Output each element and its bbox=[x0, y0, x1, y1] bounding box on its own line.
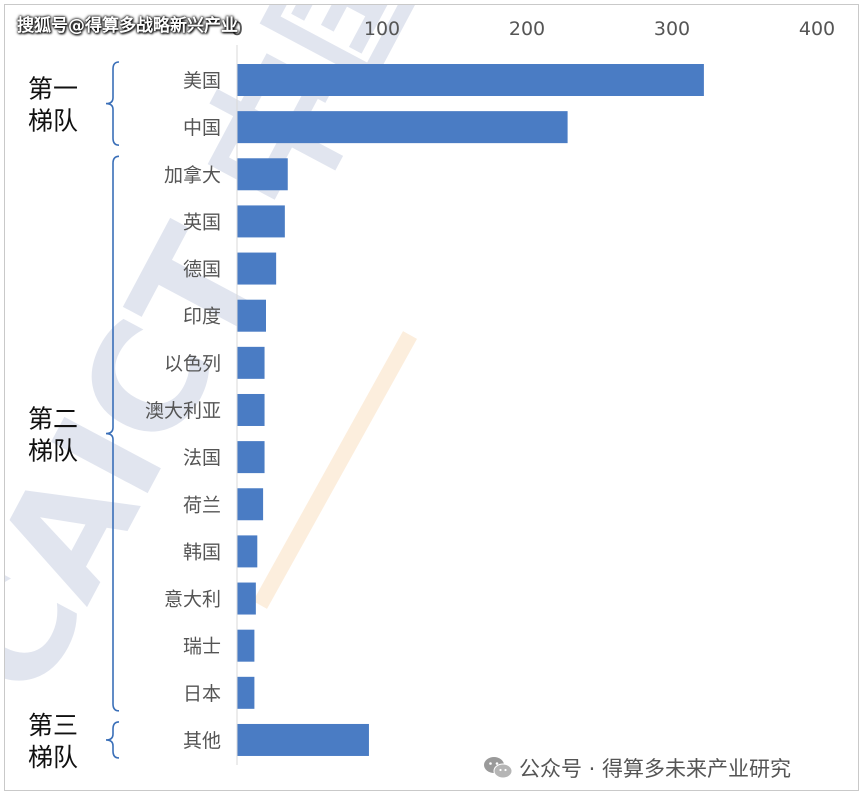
bar bbox=[237, 252, 277, 285]
wechat-icon bbox=[484, 757, 513, 779]
category-label: 荷兰 bbox=[183, 494, 221, 516]
category-label: 加拿大 bbox=[164, 163, 221, 186]
bar bbox=[237, 582, 256, 615]
tier-label: 梯队 bbox=[28, 437, 78, 466]
watermark-stripe bbox=[253, 331, 417, 609]
bar bbox=[237, 346, 265, 379]
tier-label: 梯队 bbox=[28, 743, 78, 772]
bar bbox=[237, 488, 264, 521]
category-label: 以色列 bbox=[164, 353, 221, 375]
tier-label: 第一 bbox=[28, 75, 78, 104]
category-label: 意大利 bbox=[164, 589, 221, 611]
bar bbox=[237, 64, 704, 96]
category-label: 中国 bbox=[183, 117, 221, 139]
x-tick-label: 100 bbox=[364, 18, 400, 40]
category-label: 日本 bbox=[183, 683, 221, 705]
tier-label: 梯队 bbox=[28, 107, 78, 136]
bar bbox=[237, 158, 288, 191]
category-label: 德国 bbox=[183, 259, 221, 281]
tier-brace bbox=[105, 61, 120, 146]
bottom-watermark: 公众号 · 得算多未来产业研究 bbox=[483, 753, 791, 783]
x-tick-label: 0 bbox=[231, 18, 243, 40]
category-label: 印度 bbox=[183, 306, 221, 328]
category-label: 英国 bbox=[183, 211, 221, 233]
category-label: 韩国 bbox=[183, 541, 221, 563]
category-label: 美国 bbox=[183, 70, 221, 92]
bar bbox=[237, 441, 265, 474]
x-tick-label: 200 bbox=[509, 18, 545, 40]
tier-brace bbox=[105, 155, 120, 712]
tier-brace bbox=[105, 721, 120, 759]
category-label: 法国 bbox=[183, 447, 221, 469]
tier-label: 第二 bbox=[28, 405, 78, 434]
bar bbox=[237, 205, 285, 238]
bar bbox=[237, 676, 255, 709]
bar bbox=[237, 629, 255, 662]
tier-label: 第三 bbox=[28, 711, 78, 740]
bar bbox=[237, 723, 369, 756]
bar bbox=[237, 299, 266, 332]
bar bbox=[237, 535, 258, 568]
top-watermark: 搜狐号@得算多战略新兴产业 bbox=[17, 16, 238, 36]
bottom-watermark-text: 公众号 · 得算多未来产业研究 bbox=[519, 757, 792, 781]
x-tick-label: 400 bbox=[799, 18, 835, 40]
bar bbox=[237, 111, 568, 144]
x-tick-label: 300 bbox=[654, 18, 690, 40]
category-label: 澳大利亚 bbox=[145, 400, 221, 422]
category-label: 其他 bbox=[183, 730, 221, 752]
bar bbox=[237, 393, 265, 426]
category-label: 瑞士 bbox=[183, 636, 221, 658]
